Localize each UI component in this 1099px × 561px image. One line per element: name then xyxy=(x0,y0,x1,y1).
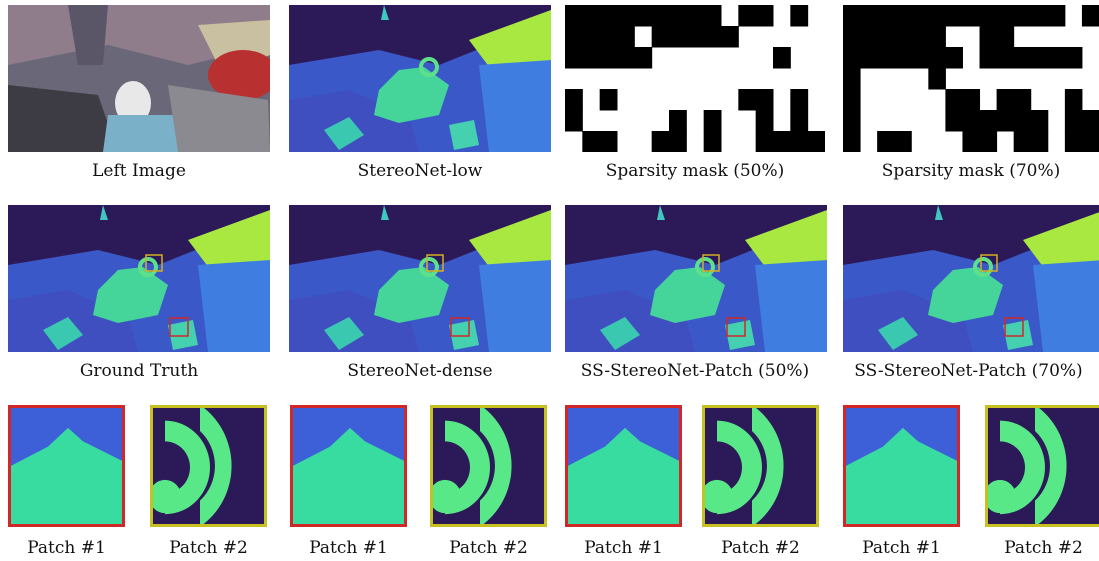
caption: Patch #2 xyxy=(140,538,277,558)
ss-stereonet-70 xyxy=(843,205,1099,352)
patch xyxy=(985,405,1099,527)
patch xyxy=(843,405,960,527)
caption: Patch #1 xyxy=(833,538,970,558)
ss-stereonet-50 xyxy=(565,205,827,352)
left-image xyxy=(8,5,270,152)
caption: Patch #1 xyxy=(0,538,135,558)
ground-truth xyxy=(8,205,270,352)
patch xyxy=(702,405,819,527)
sparsity-mask-70 xyxy=(843,5,1099,152)
stereonet-dense xyxy=(289,205,551,352)
sparsity-mask-50 xyxy=(565,5,825,152)
caption: Ground Truth xyxy=(8,361,270,381)
caption: StereoNet-low xyxy=(289,161,551,181)
caption: SS-StereoNet-Patch (50%) xyxy=(555,361,835,381)
caption: Patch #1 xyxy=(555,538,692,558)
patch xyxy=(8,405,125,527)
figure: Left Image StereoNet-low Sparsity mask (… xyxy=(0,0,1099,561)
patch xyxy=(290,405,407,527)
patch xyxy=(150,405,267,527)
patch xyxy=(565,405,682,527)
caption: SS-StereoNet-Patch (70%) xyxy=(838,361,1099,381)
caption: Sparsity mask (50%) xyxy=(565,161,825,181)
caption: Patch #2 xyxy=(420,538,557,558)
stereonet-low xyxy=(289,5,551,152)
caption: Patch #2 xyxy=(975,538,1099,558)
caption: Patch #1 xyxy=(280,538,417,558)
caption: Patch #2 xyxy=(692,538,829,558)
caption: StereoNet-dense xyxy=(289,361,551,381)
caption: Sparsity mask (70%) xyxy=(843,161,1099,181)
patch xyxy=(430,405,547,527)
caption: Left Image xyxy=(8,161,270,181)
